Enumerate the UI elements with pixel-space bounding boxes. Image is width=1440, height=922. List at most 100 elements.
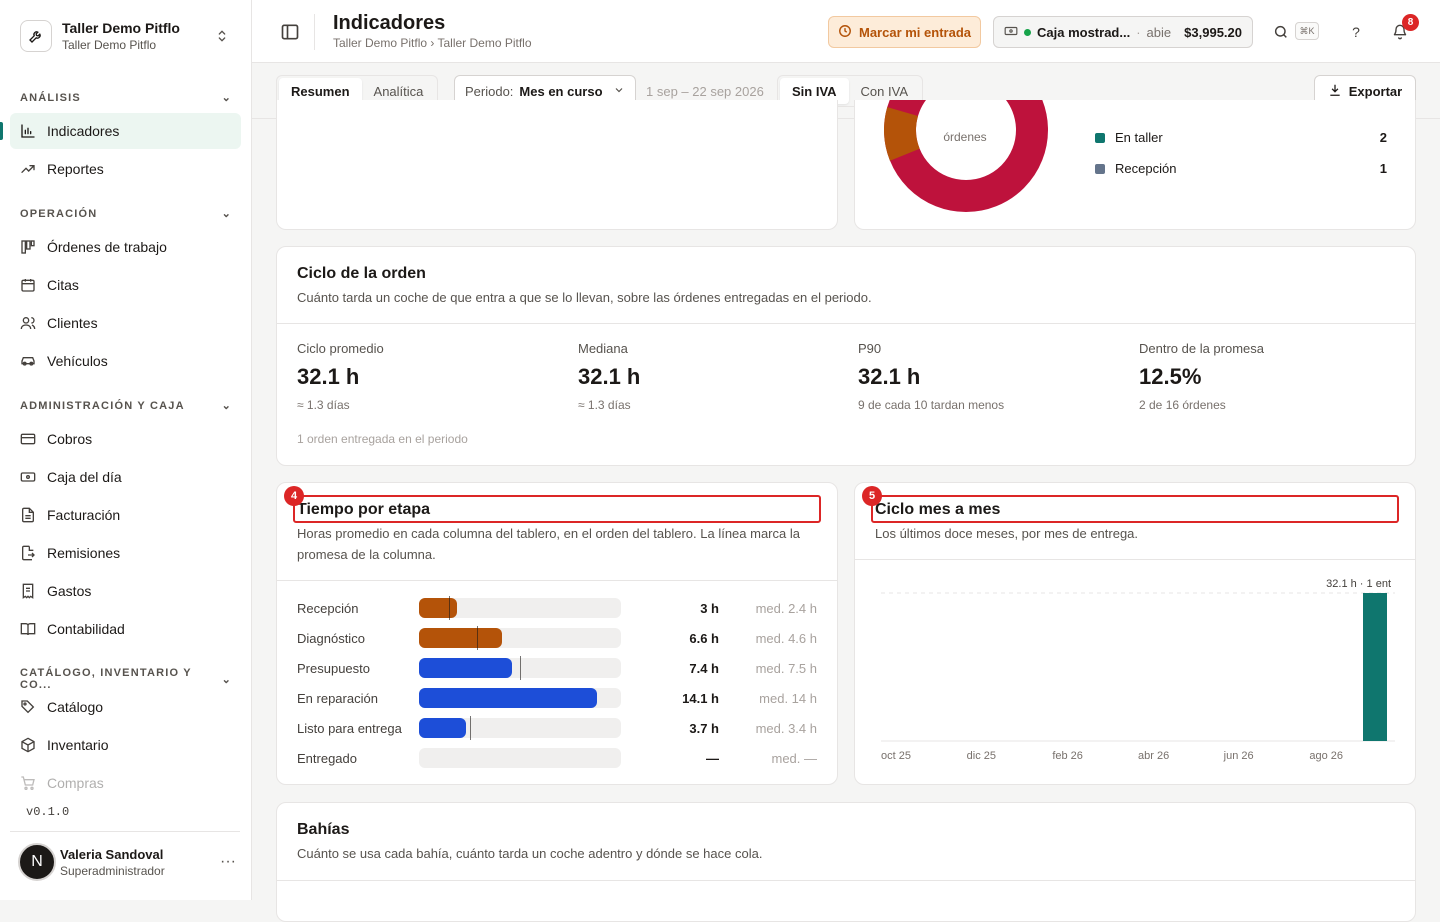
user-menu[interactable]: N Valeria Sandoval Superadministrador ··… (18, 842, 240, 882)
stage-name: En reparación (297, 690, 378, 706)
section-catalogo[interactable]: CATÁLOGO, INVENTARIO Y CO... ⌄ (20, 667, 232, 691)
stage-median: med. 2.4 h (755, 600, 817, 616)
chevron-updown-icon (214, 28, 230, 44)
sidebar-item-citas[interactable]: Citas (10, 267, 241, 303)
kpi-label: P90 (858, 341, 882, 356)
active-indicator (0, 122, 3, 140)
annotation-badge: 5 (862, 486, 882, 506)
stage-time-card: Tiempo por etapa Horas promedio en cada … (276, 482, 838, 785)
legend-label: Recepción (1115, 161, 1177, 176)
book-open-icon (20, 621, 36, 637)
tab-analitica[interactable]: Analítica (373, 83, 424, 99)
user-name: Valeria Sandoval (60, 846, 164, 862)
stage-median: med. — (771, 750, 817, 766)
donut-segment-main (884, 100, 1048, 212)
date-range: 1 sep – 22 sep 2026 (646, 84, 764, 99)
card-title: Bahías (297, 821, 350, 838)
x-tick-label: oct 25 (881, 750, 911, 762)
sidebar-item-contabilidad[interactable]: Contabilidad (10, 611, 241, 647)
sidebar-item-compras[interactable]: Compras (10, 765, 241, 801)
section-administracion[interactable]: ADMINISTRACIÓN Y CAJA ⌄ (20, 399, 232, 413)
sidebar-item-facturacion[interactable]: Facturación (10, 497, 241, 533)
user-role: Superadministrador (60, 863, 165, 878)
banknote-icon (1004, 24, 1018, 41)
tab-resumen[interactable]: Resumen (279, 78, 362, 104)
bays-card: Bahías Cuánto se usa cada bahía, cuánto … (276, 802, 1416, 922)
receipt-icon (20, 583, 36, 599)
x-tick-label: feb 26 (1052, 750, 1083, 762)
status-dot (1024, 28, 1031, 36)
mark-entry-button[interactable]: Marcar mi entrada (828, 16, 981, 48)
car-icon (20, 353, 36, 369)
breadcrumb[interactable]: Taller Demo Pitflo › Taller Demo Pitflo (333, 36, 532, 50)
search-icon[interactable] (1271, 22, 1291, 42)
stage-value: 3.7 h (689, 720, 719, 736)
mark-entry-label: Marcar mi entrada (859, 24, 971, 40)
sidebar-item-remisiones[interactable]: Remisiones (10, 535, 241, 571)
card-title: Tiempo por etapa (297, 501, 431, 518)
highlight-box (871, 495, 1399, 523)
notification-badge: 8 (1402, 14, 1419, 31)
stage-bar (419, 688, 597, 708)
section-operacion[interactable]: OPERACIÓN ⌄ (20, 207, 232, 221)
kpi-p90: P90 32.1 h 9 de cada 10 tardan menos (858, 341, 1118, 412)
card-subtitle: Cuánto tarda un coche de que entra a que… (297, 290, 872, 305)
highlight-box (293, 495, 821, 523)
stage-median: med. 3.4 h (755, 720, 817, 736)
sidebar-toggle-icon[interactable] (280, 22, 300, 42)
stage-median: med. 14 h (759, 690, 817, 706)
sidebar-item-clientes[interactable]: Clientes (10, 305, 241, 341)
legend-item: En taller 2 (1095, 130, 1387, 145)
bell-icon[interactable] (1390, 22, 1410, 42)
stage-median: med. 7.5 h (755, 660, 817, 676)
sidebar-item-indicadores[interactable]: Indicadores (10, 113, 241, 149)
kpi-value: 32.1 h (858, 364, 921, 389)
cash-register-button[interactable]: Caja mostrad... · abie $3,995.20 (993, 16, 1253, 48)
sidebar-item-label: Órdenes de trabajo (47, 239, 167, 255)
cart-icon (20, 775, 36, 791)
sidebar-item-label: Caja del día (47, 469, 122, 485)
legend-value: 1 (1379, 161, 1387, 176)
chevron-down-icon: ⌄ (221, 208, 232, 220)
chevron-down-icon: ⌄ (221, 400, 232, 412)
sidebar-item-label: Gastos (47, 583, 92, 599)
help-icon[interactable]: ? (1352, 24, 1360, 40)
sidebar-item-label: Vehículos (47, 353, 108, 369)
period-value: Mes en curso (519, 83, 603, 99)
sidebar-item-reportes[interactable]: Reportes (10, 151, 241, 187)
period-label: Periodo: (465, 83, 514, 99)
stage-value: — (706, 750, 719, 766)
sidebar-item-caja[interactable]: Caja del día (10, 459, 241, 495)
iva-option-con[interactable]: Con IVA (860, 83, 908, 99)
x-tick-label: ago 26 (1309, 750, 1343, 762)
sidebar-item-inventario[interactable]: Inventario (10, 727, 241, 763)
legend-value: 2 (1379, 130, 1387, 145)
sidebar-item-vehiculos[interactable]: Vehículos (10, 343, 241, 379)
chart-bar[interactable] (1363, 593, 1387, 741)
divider (314, 14, 315, 50)
section-analisis[interactable]: ANÁLISIS ⌄ (20, 91, 232, 105)
kpi-label: Ciclo promedio (297, 341, 384, 356)
stage-bar (419, 658, 513, 678)
footnote: 1 orden entregada en el periodo (297, 432, 468, 446)
kpi-promesa: Dentro de la promesa 12.5% 2 de 16 órden… (1139, 341, 1399, 412)
promise-marker (520, 656, 521, 680)
stage-value: 3 h (700, 600, 719, 616)
stage-bar-track (419, 626, 621, 650)
x-tick-label: dic 25 (967, 750, 996, 762)
sidebar-item-label: Catálogo (47, 699, 104, 715)
more-icon[interactable]: ··· (220, 853, 236, 870)
workspace-switcher[interactable]: Taller Demo Pitflo Taller Demo Pitflo (10, 10, 240, 62)
sidebar-item-ordenes[interactable]: Órdenes de trabajo (10, 229, 241, 265)
iva-option-sin[interactable]: Sin IVA (780, 78, 849, 104)
sidebar-item-cobros[interactable]: Cobros (10, 421, 241, 457)
sidebar-item-catalogo[interactable]: Catálogo (10, 689, 241, 725)
promise-marker (469, 716, 471, 740)
sidebar-item-label: Citas (47, 277, 79, 293)
cash-register-state: abie (1146, 24, 1172, 40)
workspace-name: Taller Demo Pitflo (62, 20, 180, 36)
sidebar-item-label: Remisiones (47, 545, 121, 561)
kpi-value: 32.1 h (297, 364, 360, 389)
sidebar-item-label: Indicadores (47, 123, 120, 139)
sidebar-item-gastos[interactable]: Gastos (10, 573, 241, 609)
